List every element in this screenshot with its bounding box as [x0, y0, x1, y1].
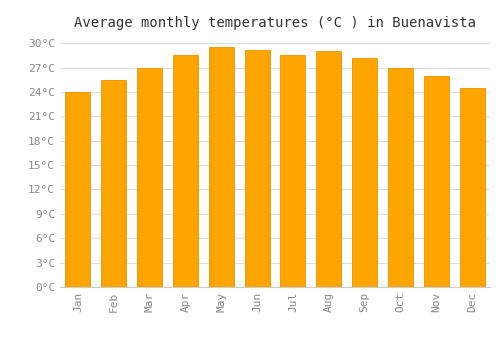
Bar — [460, 88, 484, 287]
Bar — [173, 55, 198, 287]
Bar — [352, 58, 377, 287]
Bar — [316, 51, 342, 287]
Bar — [137, 68, 162, 287]
Title: Average monthly temperatures (°C ) in Buenavista: Average monthly temperatures (°C ) in Bu… — [74, 16, 476, 30]
Bar — [424, 76, 449, 287]
Bar — [280, 55, 305, 287]
Bar — [388, 68, 413, 287]
Bar — [244, 50, 270, 287]
Bar — [101, 80, 126, 287]
Bar — [208, 47, 234, 287]
Bar — [66, 92, 90, 287]
